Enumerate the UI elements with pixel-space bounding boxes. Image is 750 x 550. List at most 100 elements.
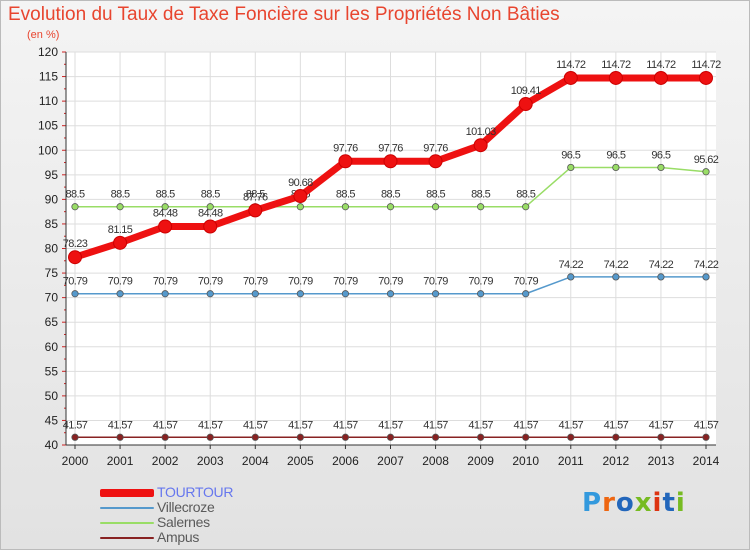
legend-swatch: [100, 522, 154, 524]
x-tick-label: 2003: [197, 454, 224, 468]
data-point: [248, 203, 263, 218]
logo-letter: i: [675, 488, 686, 518]
data-label: 96.5: [561, 149, 580, 161]
data-label: 41.57: [694, 419, 719, 431]
data-point: [522, 290, 530, 298]
data-label: 97.76: [423, 142, 448, 154]
data-label: 41.57: [153, 419, 178, 431]
data-point: [71, 203, 79, 211]
x-tick-label: 2008: [422, 454, 449, 468]
data-label: 70.79: [63, 276, 88, 288]
data-point: [518, 97, 533, 112]
data-label: 114.72: [601, 59, 631, 71]
legend-swatch: [100, 507, 154, 509]
data-label: 109.41: [511, 85, 542, 97]
data-point: [563, 70, 578, 85]
data-label: 96.5: [651, 149, 670, 161]
data-point: [116, 433, 124, 441]
data-point: [68, 250, 82, 265]
data-label: 87.76: [243, 191, 268, 203]
legend-label: TOURTOUR: [157, 484, 234, 500]
data-point: [383, 154, 398, 169]
data-label: 88.5: [426, 189, 445, 201]
data-label: 41.57: [243, 419, 268, 431]
data-label: 88.5: [65, 189, 84, 201]
data-point: [653, 70, 668, 85]
y-tick-label: 105: [38, 119, 58, 133]
data-point: [341, 290, 350, 298]
data-label: 114.72: [646, 59, 676, 71]
data-point: [341, 433, 350, 441]
data-label: 88.5: [111, 189, 130, 201]
data-label: 96.5: [606, 149, 625, 161]
data-point: [338, 154, 353, 169]
y-tick-label: 85: [45, 217, 59, 231]
data-label: 70.79: [198, 276, 223, 288]
data-point: [612, 433, 620, 441]
legend-swatch: [100, 537, 154, 539]
data-label: 101.03: [466, 126, 497, 138]
legend-label: Salernes: [157, 514, 210, 530]
data-point: [699, 70, 713, 85]
data-point: [296, 290, 304, 298]
y-tick-label: 50: [45, 389, 59, 403]
x-tick-label: 2010: [512, 454, 539, 468]
data-point: [431, 290, 440, 298]
data-label: 95.62: [694, 154, 719, 166]
data-point: [612, 273, 620, 281]
data-label: 78.23: [63, 238, 88, 250]
series-salernes: 88.5 88.5 88.5 88.5 88.5 88.5 88.5 88.5 88.5 88.5…: [65, 149, 719, 211]
x-tick-label: 2005: [287, 454, 314, 468]
x-tick-label: 2002: [152, 454, 179, 468]
x-tick-label: 2012: [603, 454, 630, 468]
y-tick-label: 80: [45, 242, 59, 256]
data-label: 70.79: [288, 276, 313, 288]
y-tick-label: 90: [45, 192, 59, 206]
data-point: [341, 203, 350, 211]
x-tick-label: 2011: [558, 454, 584, 468]
y-tick-label: 75: [45, 266, 59, 280]
data-point: [567, 163, 575, 172]
logo-letter: P: [582, 488, 603, 518]
data-label: 97.76: [378, 142, 403, 154]
data-point: [522, 433, 530, 441]
data-point: [612, 163, 620, 172]
y-tick-label: 45: [45, 413, 59, 427]
data-point: [386, 290, 395, 298]
data-label: 70.79: [378, 276, 403, 288]
data-point: [293, 189, 308, 204]
data-point: [113, 235, 128, 250]
data-point: [657, 273, 665, 281]
data-label: 88.5: [156, 189, 175, 201]
data-point: [428, 154, 443, 169]
data-label: 41.57: [63, 419, 88, 431]
data-label: 41.57: [423, 419, 448, 431]
data-point: [567, 273, 575, 281]
data-label: 70.79: [243, 276, 268, 288]
series-ampus: 41.57 41.57 41.57 41.57 41.57 41.57 41.57 41.57…: [63, 419, 719, 441]
data-label: 70.79: [423, 276, 448, 288]
proxiti-logo: Proxiti: [582, 488, 686, 518]
logo-letter: o: [615, 488, 635, 518]
logo-letter: i: [652, 488, 663, 518]
data-label: 41.57: [559, 419, 584, 431]
data-label: 41.57: [468, 419, 493, 431]
logo-letter: t: [662, 488, 676, 518]
data-label: 88.5: [471, 189, 490, 201]
data-label: 74.22: [694, 259, 719, 271]
data-point: [161, 290, 169, 298]
data-label: 88.5: [246, 189, 265, 201]
x-tick-label: 2014: [693, 454, 720, 468]
y-tick-label: 110: [39, 94, 58, 108]
data-point: [116, 203, 124, 211]
data-point: [158, 219, 173, 234]
series-villecroze: 70.79 70.79 70.79 70.79 70.79 70.79 70.79 70.79…: [63, 259, 719, 298]
y-tick-label: 95: [45, 168, 59, 182]
data-point: [702, 433, 710, 441]
data-point: [251, 290, 259, 298]
data-point: [71, 290, 79, 298]
data-point: [608, 70, 623, 85]
data-point: [251, 433, 259, 441]
data-point: [296, 203, 304, 211]
data-label: 41.57: [378, 419, 403, 431]
